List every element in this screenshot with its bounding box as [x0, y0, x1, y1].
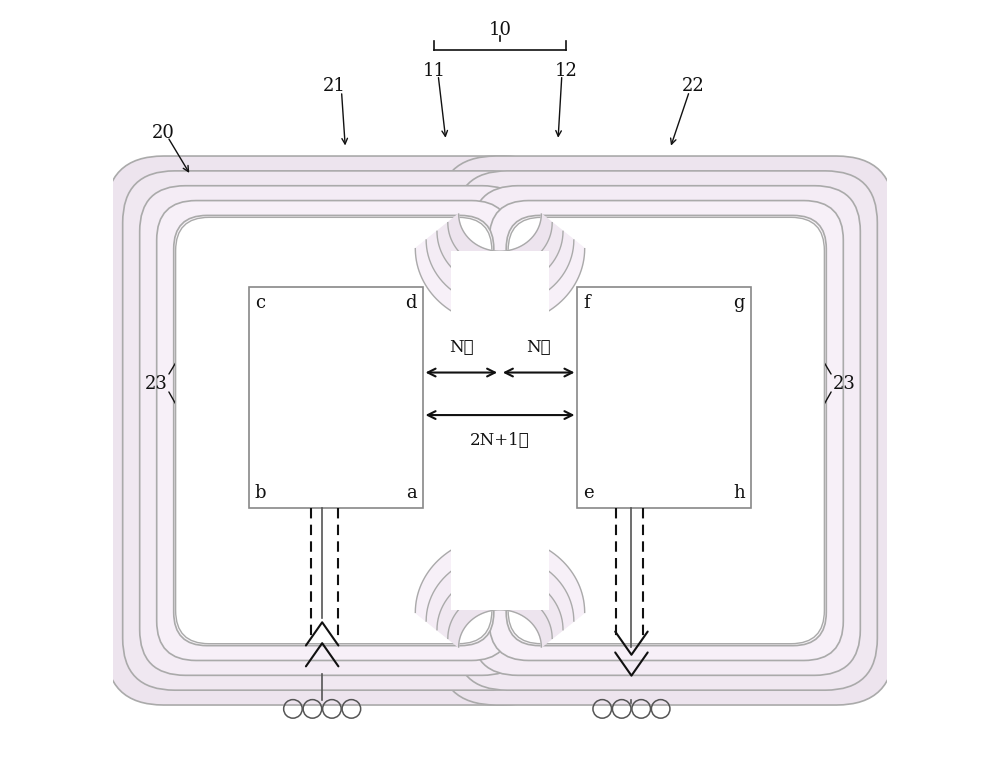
FancyBboxPatch shape: [174, 216, 494, 646]
Polygon shape: [448, 591, 552, 647]
Bar: [577, 287, 751, 508]
FancyBboxPatch shape: [438, 156, 894, 705]
Polygon shape: [415, 240, 585, 325]
FancyBboxPatch shape: [455, 171, 877, 690]
Text: 21: 21: [322, 78, 345, 95]
FancyBboxPatch shape: [472, 185, 860, 675]
Text: a: a: [406, 483, 416, 501]
Text: f: f: [584, 293, 590, 312]
FancyBboxPatch shape: [157, 200, 511, 660]
Polygon shape: [426, 555, 574, 629]
Text: 2N+1匝: 2N+1匝: [470, 432, 530, 449]
Text: 11: 11: [423, 62, 446, 80]
FancyBboxPatch shape: [123, 171, 545, 690]
Polygon shape: [426, 231, 574, 307]
Text: 20: 20: [152, 124, 175, 142]
Text: e: e: [584, 483, 594, 501]
Polygon shape: [437, 223, 563, 288]
FancyBboxPatch shape: [508, 217, 824, 644]
Polygon shape: [448, 214, 552, 269]
Text: N匝: N匝: [526, 338, 551, 355]
FancyBboxPatch shape: [140, 185, 528, 675]
Bar: [451, 251, 549, 611]
Text: 12: 12: [554, 62, 577, 80]
FancyBboxPatch shape: [176, 217, 492, 644]
FancyBboxPatch shape: [489, 200, 843, 660]
Text: 10: 10: [488, 21, 511, 39]
Text: g: g: [734, 293, 745, 312]
Bar: [249, 287, 423, 508]
Text: N匝: N匝: [449, 338, 474, 355]
FancyBboxPatch shape: [506, 216, 826, 646]
Polygon shape: [415, 536, 585, 621]
Text: 22: 22: [682, 78, 705, 95]
Text: h: h: [733, 483, 745, 501]
Text: d: d: [405, 293, 416, 312]
Text: c: c: [255, 293, 265, 312]
Text: b: b: [255, 483, 266, 501]
Text: 23: 23: [144, 375, 167, 393]
Polygon shape: [437, 573, 563, 639]
FancyBboxPatch shape: [106, 156, 562, 705]
Text: 23: 23: [833, 375, 856, 393]
